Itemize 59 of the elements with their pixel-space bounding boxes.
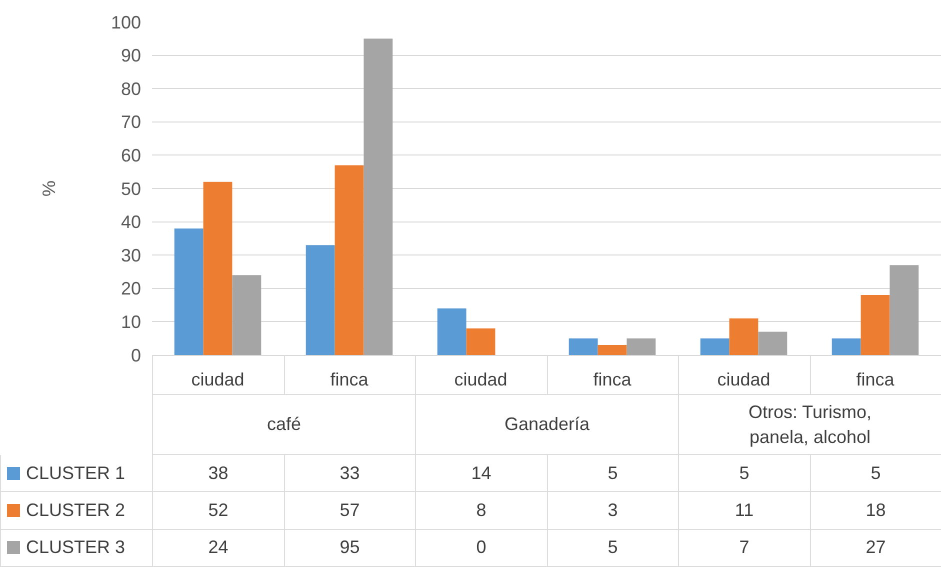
data-label: 27: [810, 530, 941, 567]
data-label: 3: [546, 492, 678, 530]
x-tick-label: ciudad: [191, 370, 244, 390]
bar: [758, 332, 788, 355]
data-label: 57: [284, 492, 415, 530]
data-label: 18: [810, 492, 941, 530]
y-tick-label: 40: [120, 212, 141, 232]
y-tick-label: 20: [120, 278, 141, 299]
bar: [334, 165, 364, 355]
bar: [626, 338, 656, 355]
bar: [232, 275, 262, 355]
bar: [860, 295, 890, 355]
data-label: 7: [678, 530, 810, 567]
bar: [364, 38, 393, 355]
y-tick-label: 100: [110, 12, 141, 32]
x-tick-label: finca: [330, 370, 370, 390]
text: Otros: Turismo, panela, alcohol: [678, 395, 941, 455]
data-label: 11: [678, 492, 810, 530]
data-label: 38: [152, 455, 284, 492]
y-tick-label: 80: [120, 78, 141, 99]
data-label: 5: [546, 530, 678, 567]
bar: [306, 245, 335, 355]
bar: [890, 265, 919, 355]
text: café: [152, 395, 415, 455]
bar: [568, 338, 598, 355]
y-tick-label: 90: [120, 46, 141, 66]
y-tick-label: 30: [120, 245, 141, 266]
bar: [700, 338, 730, 355]
legend-label: CLUSTER 1: [0, 455, 152, 492]
data-label: 0: [415, 530, 546, 567]
bar: [203, 182, 232, 355]
data-label: 5: [678, 455, 810, 492]
bar: [832, 338, 861, 355]
data-label: 8: [415, 492, 546, 530]
x-tick-label: ciudad: [717, 370, 770, 390]
bar: [437, 308, 466, 355]
data-label: 5: [810, 455, 941, 492]
bar: [174, 228, 204, 355]
y-tick-label: 10: [120, 312, 141, 332]
x-tick-label: finca: [593, 370, 632, 390]
y-axis-title: %: [39, 180, 60, 197]
y-tick-label: 70: [120, 112, 141, 132]
legend-label: CLUSTER 3: [0, 530, 152, 567]
data-label: 95: [284, 530, 415, 567]
data-label: 5: [546, 455, 678, 492]
x-tick-label: finca: [856, 370, 896, 390]
x-tick-label: ciudad: [454, 370, 508, 390]
y-tick-label: 50: [120, 178, 141, 199]
data-label: 24: [152, 530, 284, 567]
bar: [466, 328, 496, 355]
bar: [598, 345, 627, 355]
y-tick-label: 0: [130, 345, 141, 366]
data-label: 52: [152, 492, 284, 530]
data-label: 14: [415, 455, 546, 492]
data-label: 33: [284, 455, 415, 492]
legend-label: CLUSTER 2: [0, 492, 152, 530]
text: Ganadería: [415, 395, 678, 455]
y-tick-label: 60: [120, 146, 141, 166]
bar: [729, 318, 758, 355]
